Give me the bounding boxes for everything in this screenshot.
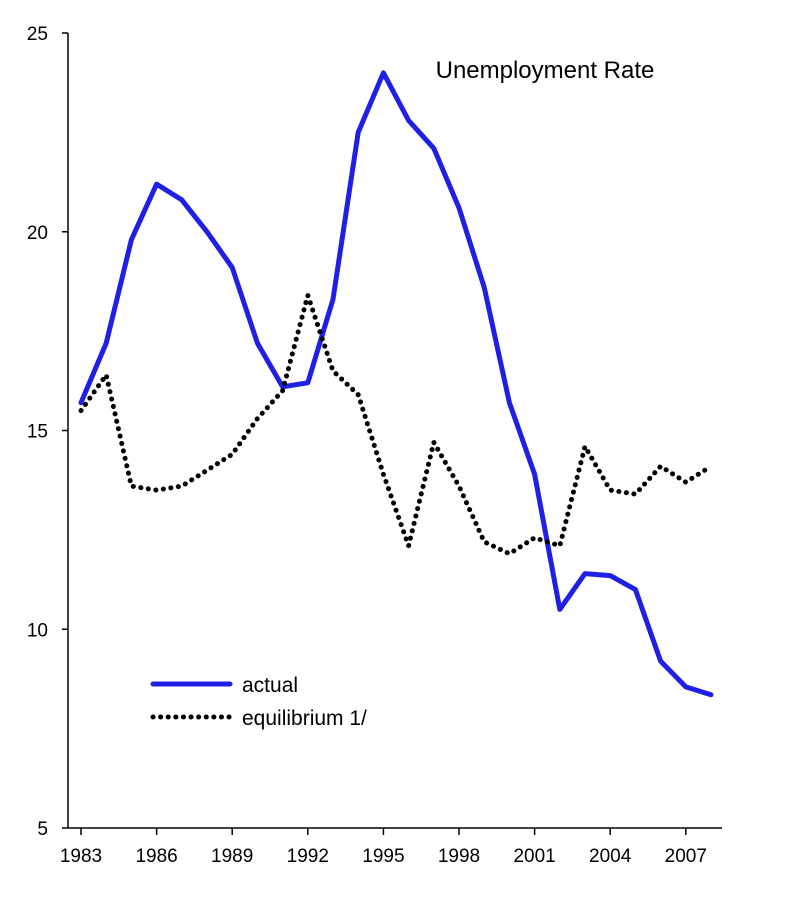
data-point-equilibrium	[230, 452, 234, 456]
data-point-equilibrium	[684, 480, 688, 484]
data-point-equilibrium	[659, 464, 663, 468]
data-point-actual	[104, 341, 108, 345]
series-line-equilibrium	[78, 292, 714, 557]
series-layer	[78, 70, 714, 698]
y-tick-labels: 5 10 15 20 25	[27, 24, 48, 840]
data-point-equilibrium	[281, 389, 285, 393]
data-point-equilibrium	[129, 484, 133, 488]
data-point-actual	[129, 238, 133, 242]
data-point-equilibrium	[633, 492, 637, 496]
data-point-actual	[432, 146, 436, 150]
data-point-equilibrium	[155, 488, 159, 492]
data-point-equilibrium	[407, 544, 411, 548]
data-point-actual	[306, 381, 310, 385]
x-tick-labels: 1983 1986 1989 1992 1995 1998 2001 2004 2007	[60, 846, 707, 867]
data-point-equilibrium	[381, 472, 385, 476]
data-point-actual	[482, 285, 486, 289]
data-point-actual	[230, 266, 234, 270]
data-point-actual	[533, 472, 537, 476]
data-point-actual	[457, 206, 461, 210]
legend-label-equilibrium: equilibrium 1/	[242, 707, 367, 730]
data-point-equilibrium	[608, 488, 612, 492]
data-point-equilibrium	[331, 369, 335, 373]
y-tick-label: 10	[27, 620, 48, 641]
data-point-actual	[583, 572, 587, 576]
x-tick-label: 1992	[287, 846, 329, 867]
data-point-actual	[79, 401, 83, 405]
x-tick-label: 1995	[362, 846, 404, 867]
data-point-equilibrium	[104, 373, 108, 377]
data-point-actual	[633, 588, 637, 592]
data-point-equilibrium	[79, 409, 83, 413]
data-point-actual	[558, 607, 562, 611]
x-tick-label: 2007	[665, 846, 707, 867]
data-point-actual	[709, 693, 713, 697]
data-point-equilibrium	[583, 444, 587, 448]
data-point-equilibrium	[558, 544, 562, 548]
data-point-actual	[255, 341, 259, 345]
data-point-equilibrium	[432, 440, 436, 444]
x-tick-label: 2001	[513, 846, 555, 867]
y-tick-label: 25	[27, 24, 48, 45]
legend: actual equilibrium 1/	[150, 674, 367, 730]
data-point-actual	[356, 130, 360, 134]
data-point-equilibrium	[255, 417, 259, 421]
axes	[62, 32, 722, 835]
legend-label-actual: actual	[242, 674, 298, 697]
data-point-actual	[608, 574, 612, 578]
y-tick-label: 15	[27, 422, 48, 443]
data-point-equilibrium	[482, 540, 486, 544]
series-line-actual	[78, 70, 714, 698]
data-point-actual	[155, 182, 159, 186]
data-point-equilibrium	[356, 393, 360, 397]
y-tick-label: 20	[27, 223, 48, 244]
data-point-actual	[684, 685, 688, 689]
data-point-equilibrium	[533, 536, 537, 540]
data-point-equilibrium	[205, 468, 209, 472]
data-point-actual	[507, 401, 511, 405]
data-point-actual	[205, 230, 209, 234]
data-point-actual	[659, 659, 663, 663]
chart-title: Unemployment Rate	[436, 57, 655, 84]
data-point-equilibrium	[507, 552, 511, 556]
data-point-equilibrium	[306, 293, 310, 297]
data-point-actual	[180, 198, 184, 202]
data-point-actual	[331, 297, 335, 301]
data-point-actual	[381, 71, 385, 75]
data-point-equilibrium	[180, 484, 184, 488]
x-tick-label: 1998	[438, 846, 480, 867]
y-tick-label: 5	[37, 819, 48, 840]
data-point-equilibrium	[709, 464, 713, 468]
data-point-actual	[407, 118, 411, 122]
data-point-equilibrium	[457, 484, 461, 488]
x-tick-label: 1989	[211, 846, 253, 867]
x-tick-label: 1983	[60, 846, 102, 867]
x-tick-label: 2004	[589, 846, 632, 867]
x-tick-label: 1986	[135, 846, 177, 867]
